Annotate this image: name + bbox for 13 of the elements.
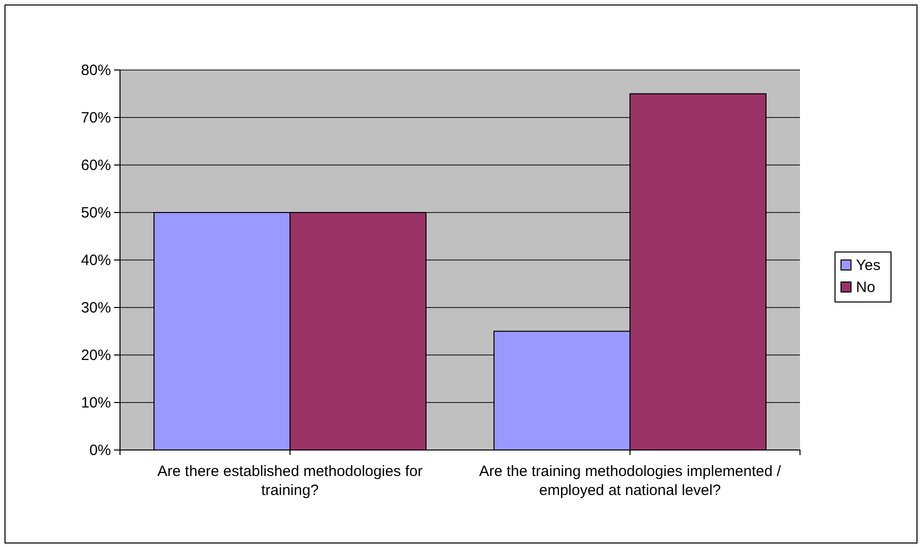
- y-tick-label: 40%: [80, 252, 111, 269]
- y-tick-label: 60%: [80, 156, 111, 174]
- y-tick-label: 20%: [80, 346, 111, 364]
- y-tick-label: 80%: [80, 62, 111, 79]
- legend-label: Yes: [856, 257, 880, 274]
- y-tick-label: 30%: [80, 299, 111, 316]
- y-tick-label: 0%: [89, 442, 111, 459]
- y-tick-label: 10%: [80, 394, 111, 412]
- legend-label: No: [856, 279, 876, 296]
- y-tick-label: 50%: [80, 204, 111, 222]
- x-tick-label: Are the training methodologies implemented / employed at national level?: [479, 463, 782, 499]
- y-tick-label: 70%: [80, 109, 111, 126]
- x-tick-label: Are there established methodologies for training?: [157, 463, 423, 499]
